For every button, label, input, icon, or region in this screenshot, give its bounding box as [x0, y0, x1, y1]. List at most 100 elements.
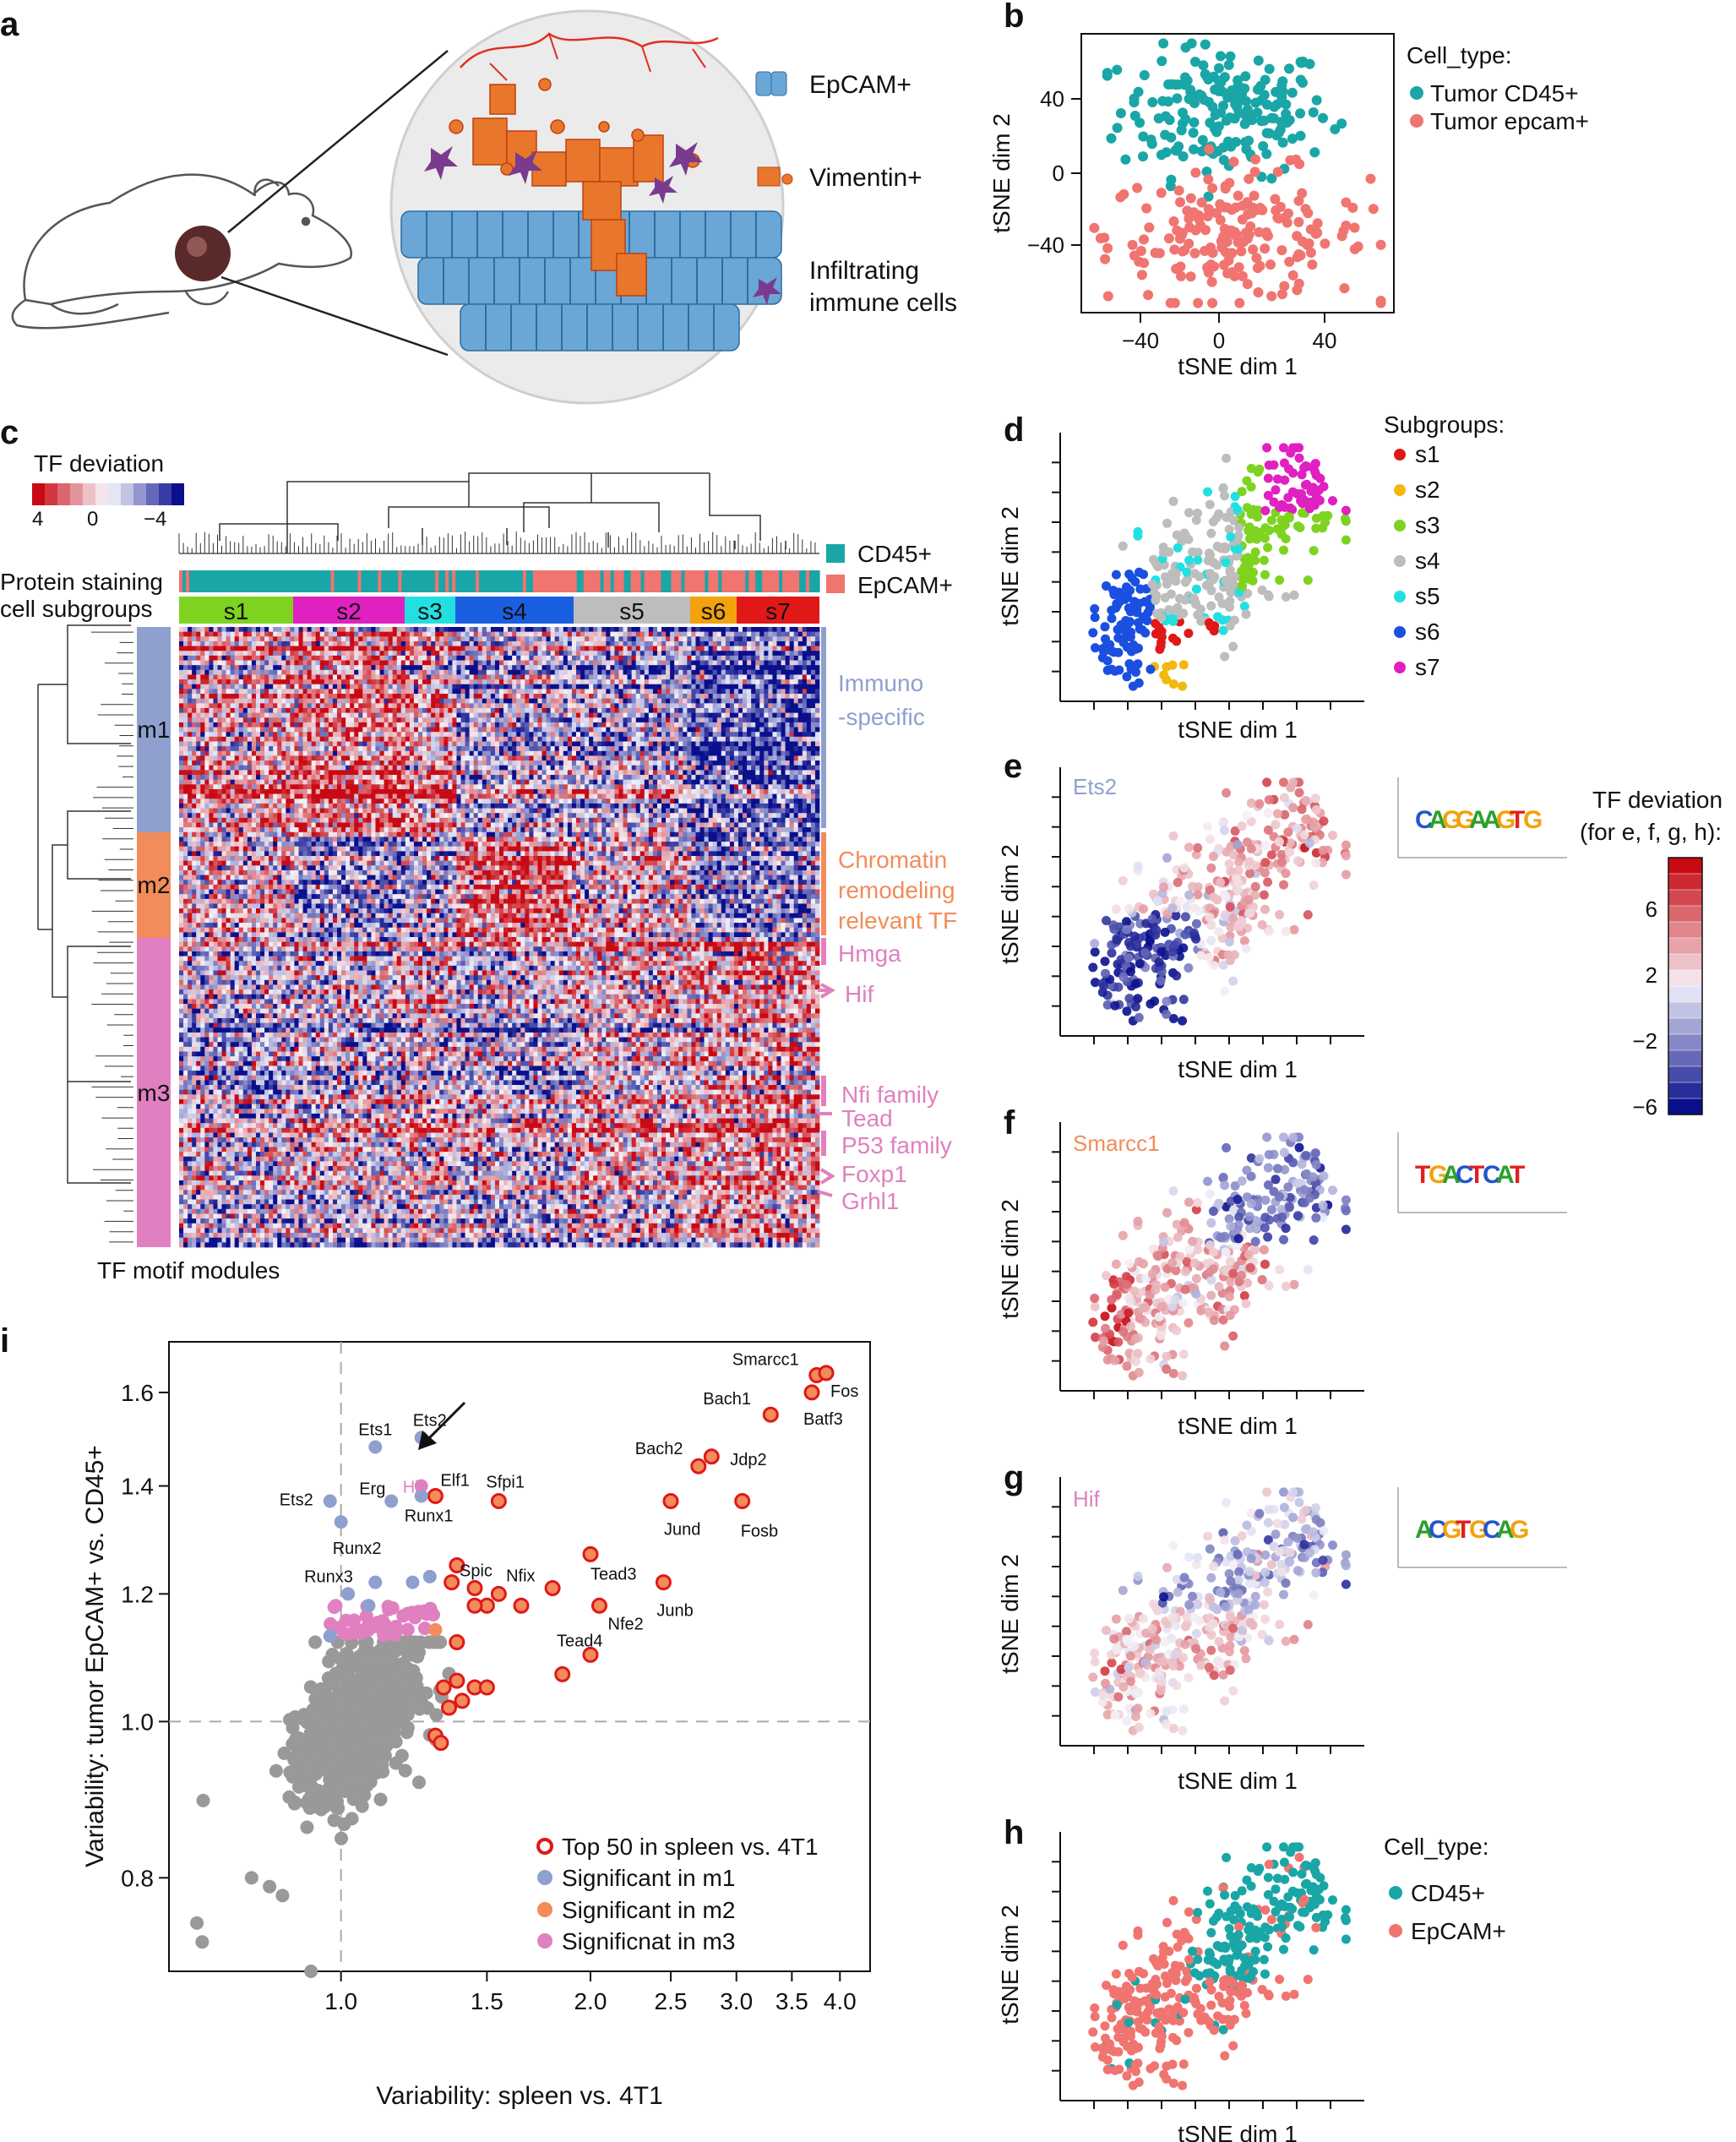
heatmap-cell: [593, 651, 597, 656]
heatmap-cell: [316, 641, 320, 646]
heatmap-cell: [495, 646, 499, 651]
heatmap-cell: [726, 632, 730, 637]
heatmap-cell: [427, 632, 431, 637]
heatmap-cell: [721, 627, 726, 632]
protein-cell: [705, 570, 709, 592]
heatmap-cell: [555, 646, 559, 651]
heatmap-cell: [614, 656, 618, 661]
protein-cell: [364, 570, 368, 592]
b-point-epcam: [1236, 246, 1246, 256]
heatmap-cell: [418, 656, 422, 661]
heatmap-cell: [380, 646, 384, 651]
heatmap-cell: [188, 632, 192, 637]
heatmap-cell: [204, 627, 209, 632]
heatmap-cell: [815, 651, 819, 656]
heatmap-cell: [414, 665, 418, 670]
heatmap-cell: [367, 632, 371, 637]
heatmap-cell: [786, 627, 790, 632]
b-point-cd45: [1243, 107, 1253, 117]
heatmap-cell: [653, 656, 657, 661]
heatmap-cell: [533, 661, 537, 666]
heatmap-cell: [487, 665, 491, 670]
heatmap-cell: [188, 641, 192, 646]
heatmap-cell: [389, 627, 393, 632]
heatmap-cell: [717, 651, 721, 656]
heatmap-cell: [200, 651, 204, 656]
heatmap-cell: [520, 632, 525, 637]
heatmap-cell: [389, 641, 393, 646]
heatmap-cell: [474, 641, 478, 646]
heatmap-cell: [294, 627, 298, 632]
heatmap-cell: [456, 627, 460, 632]
heatmap-cell: [179, 646, 183, 651]
heatmap-cell: [478, 651, 482, 656]
protein-cell: [574, 570, 578, 592]
protein-cell: [624, 570, 629, 592]
heatmap-cell: [281, 641, 286, 646]
heatmap-cell: [683, 646, 687, 651]
b-point-epcam: [1229, 157, 1239, 167]
heatmap-cell: [798, 636, 803, 641]
heatmap-cell: [298, 646, 302, 651]
heatmap-cell: [508, 651, 512, 656]
heatmap-cell: [264, 627, 269, 632]
heatmap-cell: [559, 636, 563, 641]
heatmap-cell: [610, 646, 614, 651]
protein-cell: [607, 570, 612, 592]
heatmap-cell: [790, 641, 794, 646]
heatmap-cell: [281, 627, 286, 632]
heatmap-cell: [474, 632, 478, 637]
heatmap-cell: [537, 656, 541, 661]
protein-cell: [809, 570, 814, 592]
heatmap-cell: [772, 646, 776, 651]
heatmap-cell: [551, 641, 555, 646]
b-point-epcam: [1247, 208, 1257, 218]
heatmap-cell: [811, 651, 815, 656]
heatmap-cell: [303, 627, 307, 632]
heatmap-cell: [243, 636, 248, 641]
heatmap-cell: [776, 632, 781, 637]
heatmap-cell: [589, 661, 593, 666]
heatmap-cell: [628, 656, 632, 661]
heatmap-cell: [495, 661, 499, 666]
heatmap-cell: [794, 632, 798, 637]
heatmap-cell: [661, 632, 666, 637]
heatmap-cell: [235, 627, 239, 632]
b-point-epcam: [1215, 199, 1225, 210]
heatmap-cell: [666, 661, 670, 666]
heatmap-cell: [657, 627, 661, 632]
heatmap-cell: [333, 627, 337, 632]
heatmap-cell: [759, 641, 764, 646]
heatmap-cell: [474, 661, 478, 666]
heatmap-cell: [303, 661, 307, 666]
heatmap-cell: [384, 636, 389, 641]
protein-cell: [304, 570, 308, 592]
heatmap-cell: [341, 651, 346, 656]
heatmap-cell: [499, 636, 503, 641]
heatmap-cell: [807, 646, 811, 651]
heatmap-cell: [734, 627, 738, 632]
heatmap-cell: [290, 627, 294, 632]
heatmap-cell: [410, 665, 414, 670]
protein-cell: [493, 570, 497, 592]
heatmap-cell: [764, 646, 768, 651]
heatmap-cell: [252, 636, 256, 641]
b-point-epcam: [1222, 237, 1233, 247]
c-scale-cell: [32, 483, 45, 505]
heatmap-cell: [491, 641, 495, 646]
heatmap-cell: [204, 656, 209, 661]
heatmap-cell: [738, 627, 743, 632]
heatmap-cell: [410, 656, 414, 661]
heatmap-cell: [231, 665, 235, 670]
heatmap-cell: [192, 651, 196, 656]
heatmap-cell: [781, 636, 786, 641]
b-point-cd45: [1157, 96, 1167, 106]
heatmap-cell: [755, 632, 759, 637]
heatmap-cell: [585, 656, 589, 661]
heatmap-cell: [273, 641, 277, 646]
heatmap-cell: [798, 641, 803, 646]
heatmap-cell: [312, 646, 316, 651]
heatmap-cell: [632, 656, 636, 661]
heatmap-cell: [362, 651, 367, 656]
heatmap-cell: [529, 661, 533, 666]
